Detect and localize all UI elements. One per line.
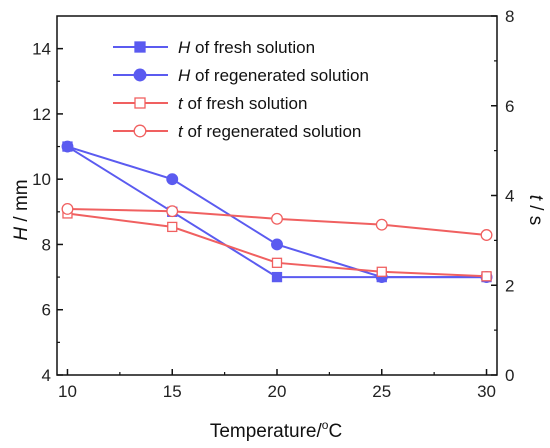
data-point xyxy=(271,257,283,268)
right-y-axis-title: t / s xyxy=(525,195,546,226)
right-y-tick-label: 2 xyxy=(505,276,514,295)
data-point xyxy=(166,205,179,218)
left-y-tick-label: 10 xyxy=(32,170,51,189)
left-y-tick-label: 4 xyxy=(42,366,51,385)
series-4 xyxy=(61,203,493,241)
data-point xyxy=(166,173,179,186)
legend-label: t of fresh solution xyxy=(178,94,307,113)
data-point xyxy=(167,221,178,233)
legend-marker xyxy=(134,41,146,53)
data-point xyxy=(375,218,388,231)
data-point xyxy=(480,229,493,241)
data-point xyxy=(61,140,74,153)
legend-label: H of regenerated solution xyxy=(178,66,369,85)
legend-marker xyxy=(133,124,147,138)
data-point xyxy=(271,212,283,225)
legend-marker xyxy=(133,68,147,82)
legend-item: H of fresh solution xyxy=(113,38,315,57)
axis-ticks: 10 15 20 25 30 4 6 8 10 12 14 0 2 4 6 8 xyxy=(32,7,514,401)
left-y-tick-label: 8 xyxy=(42,235,51,254)
x-tick-label: 30 xyxy=(477,382,496,401)
legend-label: t of regenerated solution xyxy=(178,122,361,141)
series-layer xyxy=(61,140,493,284)
left-y-axis-title: H / mm xyxy=(11,179,32,240)
right-y-tick-label: 4 xyxy=(505,187,514,206)
data-point xyxy=(61,203,74,215)
data-point xyxy=(271,271,283,283)
left-y-tick-label: 12 xyxy=(32,105,51,124)
legend-item: H of regenerated solution xyxy=(113,66,369,85)
data-point xyxy=(376,266,387,277)
legend-marker xyxy=(134,97,146,109)
left-y-tick-label: 6 xyxy=(42,301,51,320)
data-point xyxy=(271,238,283,251)
x-tick-label: 20 xyxy=(268,382,287,401)
legend: H of fresh solution H of regenerated solu… xyxy=(113,38,369,141)
data-point xyxy=(481,271,492,282)
x-axis-title: Temperature/oC xyxy=(210,418,342,442)
x-tick-label: 25 xyxy=(372,382,391,401)
x-tick-label: 10 xyxy=(58,382,77,401)
legend-item: t of fresh solution xyxy=(113,94,307,113)
legend-label: H of fresh solution xyxy=(178,38,315,57)
series-line xyxy=(67,145,487,279)
right-y-tick-label: 0 xyxy=(505,366,514,385)
legend-item: t of regenerated solution xyxy=(113,122,361,141)
x-tick-label: 15 xyxy=(163,382,182,401)
left-y-tick-label: 14 xyxy=(32,40,51,59)
right-y-tick-label: 8 xyxy=(505,7,514,26)
right-y-tick-label: 6 xyxy=(505,97,514,116)
